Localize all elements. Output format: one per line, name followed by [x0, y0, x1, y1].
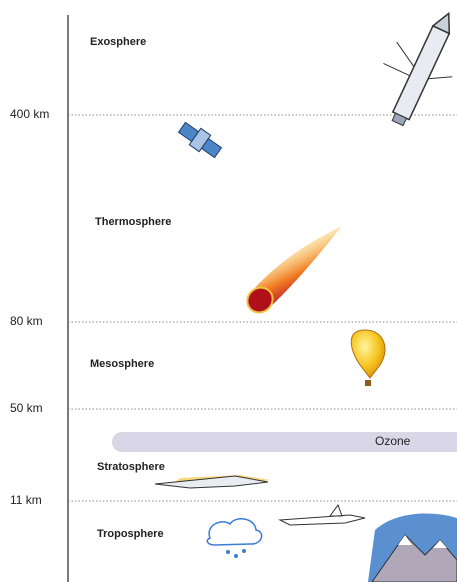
- layer-label: Exosphere: [90, 36, 146, 48]
- jet-icon: [154, 475, 270, 489]
- altitude-label: 400 km: [10, 107, 49, 121]
- layer-label: Mesosphere: [90, 358, 154, 370]
- layer-label: Stratosphere: [97, 461, 165, 473]
- layer-label: Troposphere: [97, 528, 164, 540]
- layer-label: Thermosphere: [95, 216, 171, 228]
- altitude-label: 11 km: [10, 493, 42, 507]
- ozone-label: Ozone: [375, 434, 411, 448]
- rocket-icon: [383, 11, 453, 127]
- airliner-icon: [278, 503, 366, 526]
- comet-icon: [246, 226, 342, 314]
- altitude-label: 50 km: [10, 401, 43, 415]
- altitude-label: 80 km: [10, 314, 43, 328]
- balloon-icon: [350, 329, 386, 386]
- cloud-icon: [206, 518, 263, 558]
- ozone-band: [112, 432, 457, 452]
- satellite-icon: [177, 121, 223, 159]
- mountain-icon: [368, 513, 457, 582]
